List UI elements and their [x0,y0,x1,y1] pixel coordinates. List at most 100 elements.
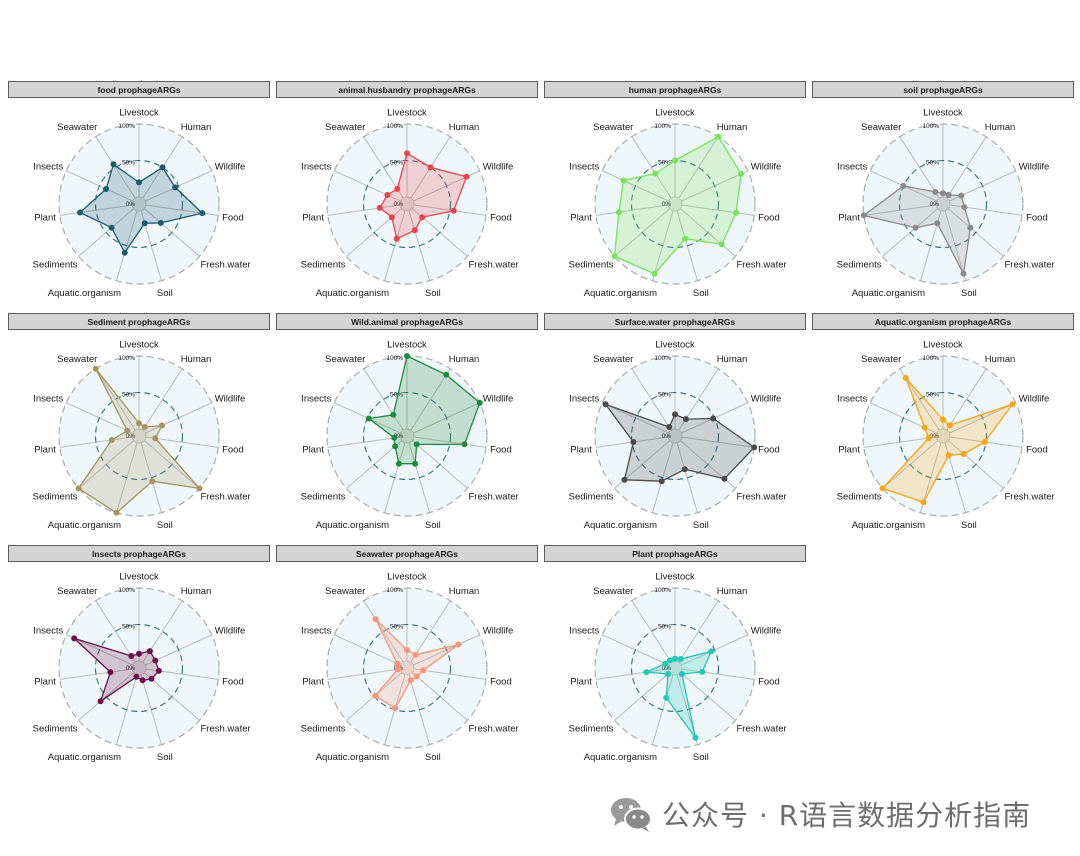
axis-label-fresh-water: Fresh.water [201,260,251,271]
ring-100 [594,123,756,285]
axis-label-plant: Plant [302,677,324,688]
spoke-food [138,667,219,680]
axis-label-seawater: Seawater [325,122,365,133]
point-aquatic-organism [663,694,670,701]
axis-label-seawater: Seawater [593,122,633,133]
axis-label-plant: Plant [570,445,592,456]
point-human [412,651,419,658]
axis-label-food: Food [1026,213,1048,224]
axis-label-insects: Insects [33,161,63,172]
point-food [699,668,706,675]
spoke-sediments [614,667,676,721]
ring-100 [862,355,1024,517]
point-fresh-water [413,441,420,448]
point-plant [394,666,401,673]
point-livestock [404,353,410,359]
axis-label-food: Food [758,445,780,456]
series-area [79,163,203,254]
axis-label-sediments: Sediments [837,492,882,503]
axis-label-insects: Insects [837,161,867,172]
ring-label: 50% [926,392,939,399]
ring-label: 0% [662,433,672,440]
spoke-plant [863,203,944,216]
point-livestock [672,157,678,164]
point-insects [71,635,78,642]
point-sediments [611,253,618,260]
point-insects [900,182,907,189]
spoke-soil [406,435,431,513]
point-plant [860,212,867,219]
point-aquatic-organism [934,220,941,227]
axis-label-fresh-water: Fresh.water [737,724,787,735]
point-food [733,209,740,216]
axis-label-soil: Soil [425,752,441,763]
spoke-food [674,667,755,680]
panel-header [8,545,270,562]
spoke-sediments [78,435,140,489]
point-human [715,133,722,140]
point-wildlife [1009,401,1016,408]
ring-label: 50% [658,160,671,167]
point-human [427,164,434,171]
point-soil [407,677,414,684]
axis-label-sediments: Sediments [301,260,346,271]
point-plant [925,435,932,441]
axis-label-sediments: Sediments [33,724,78,735]
point-seawater [667,657,673,664]
axis-label-human: Human [985,122,1016,133]
spoke-soil [674,203,699,281]
ring-label: 0% [394,433,404,440]
point-human [141,424,148,430]
wechat-icon [611,798,652,832]
point-sediments [912,224,919,231]
ring-label: 100% [386,123,403,130]
spoke-fresh-water [674,203,736,257]
point-wildlife [710,415,717,422]
panel-header [544,545,806,562]
point-livestock [672,655,678,662]
ring-label: 100% [118,587,135,594]
panel-header [8,313,270,330]
ring-label: 50% [390,160,403,167]
point-aquatic-organism [392,705,399,712]
axis-label-seawater: Seawater [57,122,97,133]
point-fresh-water [148,675,155,682]
axis-label-aquatic-organism: Aquatic.organism [584,520,657,531]
watermark: 公众号 · R语言数据分析指南 [608,790,1031,838]
point-insects [394,660,401,667]
point-livestock [672,411,678,418]
point-insects [620,177,627,184]
axis-label-insects: Insects [569,161,599,172]
axis-label-wildlife: Wildlife [215,625,246,636]
point-insects [662,660,669,667]
point-human [945,192,952,198]
spoke-insects [334,170,408,205]
ring-label: 0% [126,433,136,440]
panel-header [276,81,538,98]
axis-label-sediments: Sediments [569,724,614,735]
watermark-text: 公众号 · R语言数据分析指南 [662,799,1032,832]
panel-title: human prophageARGs [629,85,722,95]
axis-label-human: Human [449,354,480,365]
axis-label-seawater: Seawater [593,586,633,597]
point-fresh-water [678,671,685,677]
point-human [159,164,166,171]
spoke-wildlife [674,170,748,205]
panel-title: Surface.water prophageARGs [615,317,736,327]
axis-label-human: Human [181,586,212,597]
panel-header [544,81,806,98]
point-insects [365,415,372,422]
point-insects [602,401,609,408]
ring-100 [326,587,488,749]
ring-50 [362,623,452,713]
axis-label-aquatic-organism: Aquatic.organism [316,288,389,299]
point-food [751,444,758,451]
axis-label-aquatic-organism: Aquatic.organism [48,752,121,763]
ring-label: 50% [658,392,671,399]
spoke-seawater [363,600,408,669]
spoke-food [406,435,487,448]
point-human [146,648,153,655]
point-soil [411,227,418,234]
axis-label-fresh-water: Fresh.water [1005,492,1055,503]
ring-label: 100% [118,355,135,362]
